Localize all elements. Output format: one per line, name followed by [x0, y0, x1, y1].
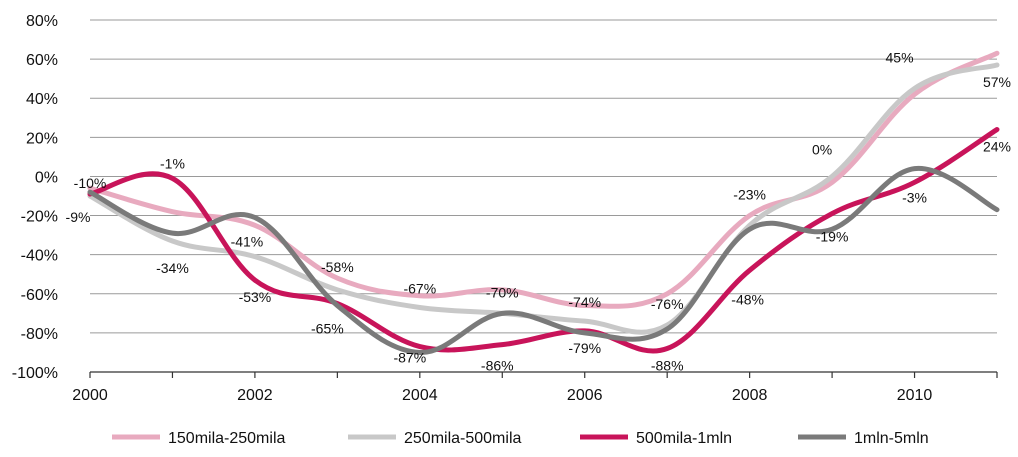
data-label: 57%	[983, 74, 1011, 90]
y-tick-label: -80%	[21, 326, 58, 343]
x-tick-label: 2000	[72, 387, 108, 404]
gridlines	[90, 19, 997, 334]
y-tick-label: 20%	[26, 130, 58, 147]
data-label: -58%	[321, 259, 354, 275]
y-tick-label: 80%	[26, 13, 58, 30]
x-tick-label: 2010	[897, 387, 933, 404]
data-label: -70%	[486, 284, 519, 300]
legend-label: 500mila-1mln	[636, 430, 732, 447]
series-line-2	[87, 62, 1000, 335]
series-line-1	[87, 50, 1000, 309]
y-tick-label: -40%	[21, 248, 58, 265]
data-label: -3%	[902, 189, 927, 205]
axes: 80% 60% 40% 20% 0% -20% -40% -60% -80% -100% 2000 2…	[12, 13, 998, 404]
x-tick-label: 2004	[402, 387, 438, 404]
y-tick-label: 0%	[35, 169, 58, 186]
data-label: -86%	[481, 358, 514, 374]
data-label: -65%	[311, 321, 344, 337]
data-label: -76%	[651, 296, 684, 312]
data-label: -19%	[816, 229, 849, 245]
data-label: 24%	[983, 139, 1011, 155]
y-tick-label: 60%	[26, 52, 58, 69]
legend-label: 1mln-5mln	[854, 430, 929, 447]
data-label: -1%	[160, 155, 185, 171]
y-tick-label: 40%	[26, 91, 58, 108]
data-label: -48%	[731, 291, 764, 307]
data-labels: -10% -9% -1% -34% -41% -53% -58% -65% -67% -87% -7…	[66, 49, 1011, 373]
data-label: -67%	[403, 280, 436, 296]
data-label: -87%	[393, 350, 426, 366]
data-label: -34%	[156, 260, 189, 276]
data-label: -74%	[568, 294, 601, 310]
x-tick-label: 2002	[237, 387, 273, 404]
y-tick-label: -60%	[21, 287, 58, 304]
legend-label: 250mila-500mila	[404, 430, 521, 447]
series-line-4	[87, 166, 1000, 355]
x-tick-label: 2006	[567, 387, 603, 404]
data-label: -9%	[66, 209, 91, 225]
data-label: -88%	[651, 358, 684, 374]
y-tick-label: -20%	[21, 209, 58, 226]
data-label: -79%	[568, 340, 601, 356]
data-label: 0%	[812, 141, 832, 157]
legend: 150mila-250mila 250mila-500mila 500mila-1m…	[112, 430, 929, 447]
data-label: -41%	[231, 234, 264, 250]
x-tick-label: 2008	[732, 387, 768, 404]
series-layer	[87, 50, 1000, 355]
data-label: 45%	[886, 49, 914, 65]
series-line-3	[87, 127, 1000, 354]
legend-label: 150mila-250mila	[168, 430, 285, 447]
data-label: -10%	[74, 175, 107, 191]
data-label: -53%	[239, 289, 272, 305]
data-label: -23%	[733, 186, 766, 202]
y-tick-label: -100%	[12, 365, 58, 382]
